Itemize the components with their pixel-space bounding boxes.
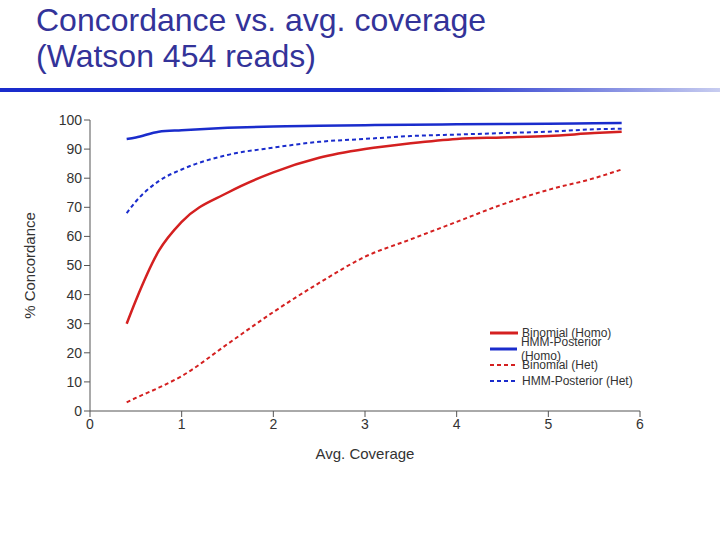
svg-text:3: 3 xyxy=(361,416,369,432)
svg-text:60: 60 xyxy=(66,228,82,244)
html-text:HMM-Posterior (Het): HMM-Posterior (Het) xyxy=(522,374,633,388)
svg-text:10: 10 xyxy=(66,374,82,390)
svg-text:4: 4 xyxy=(453,416,461,432)
svg-text:0: 0 xyxy=(86,416,94,432)
html-text:Binomial (Homo): Binomial (Homo) xyxy=(522,326,612,340)
svg-text:20: 20 xyxy=(66,345,82,361)
svg-text:70: 70 xyxy=(66,199,82,215)
svg-text:1: 1 xyxy=(178,416,186,432)
svg-text:% Concordance: % Concordance xyxy=(21,212,38,319)
svg-text:100: 100 xyxy=(59,112,83,128)
svg-text:5: 5 xyxy=(544,416,552,432)
html-text:Concordance vs. avg. coverage: Concordance vs. avg. coverage (Watson 45… xyxy=(36,2,486,74)
svg-text:50: 50 xyxy=(66,257,82,273)
svg-text:30: 30 xyxy=(66,316,82,332)
svg-text:0: 0 xyxy=(74,403,82,419)
svg-text:40: 40 xyxy=(66,287,82,303)
svg-text:6: 6 xyxy=(636,416,644,432)
svg-text:80: 80 xyxy=(66,170,82,186)
svg-text:90: 90 xyxy=(66,141,82,157)
html-text:Binomial (Het): Binomial (Het) xyxy=(522,358,598,372)
svg-text:2: 2 xyxy=(269,416,277,432)
html-text:HMM-Posterior (Homo): HMM-Posterior (Homo) xyxy=(520,335,602,363)
svg-text:Avg. Coverage: Avg. Coverage xyxy=(316,445,415,462)
